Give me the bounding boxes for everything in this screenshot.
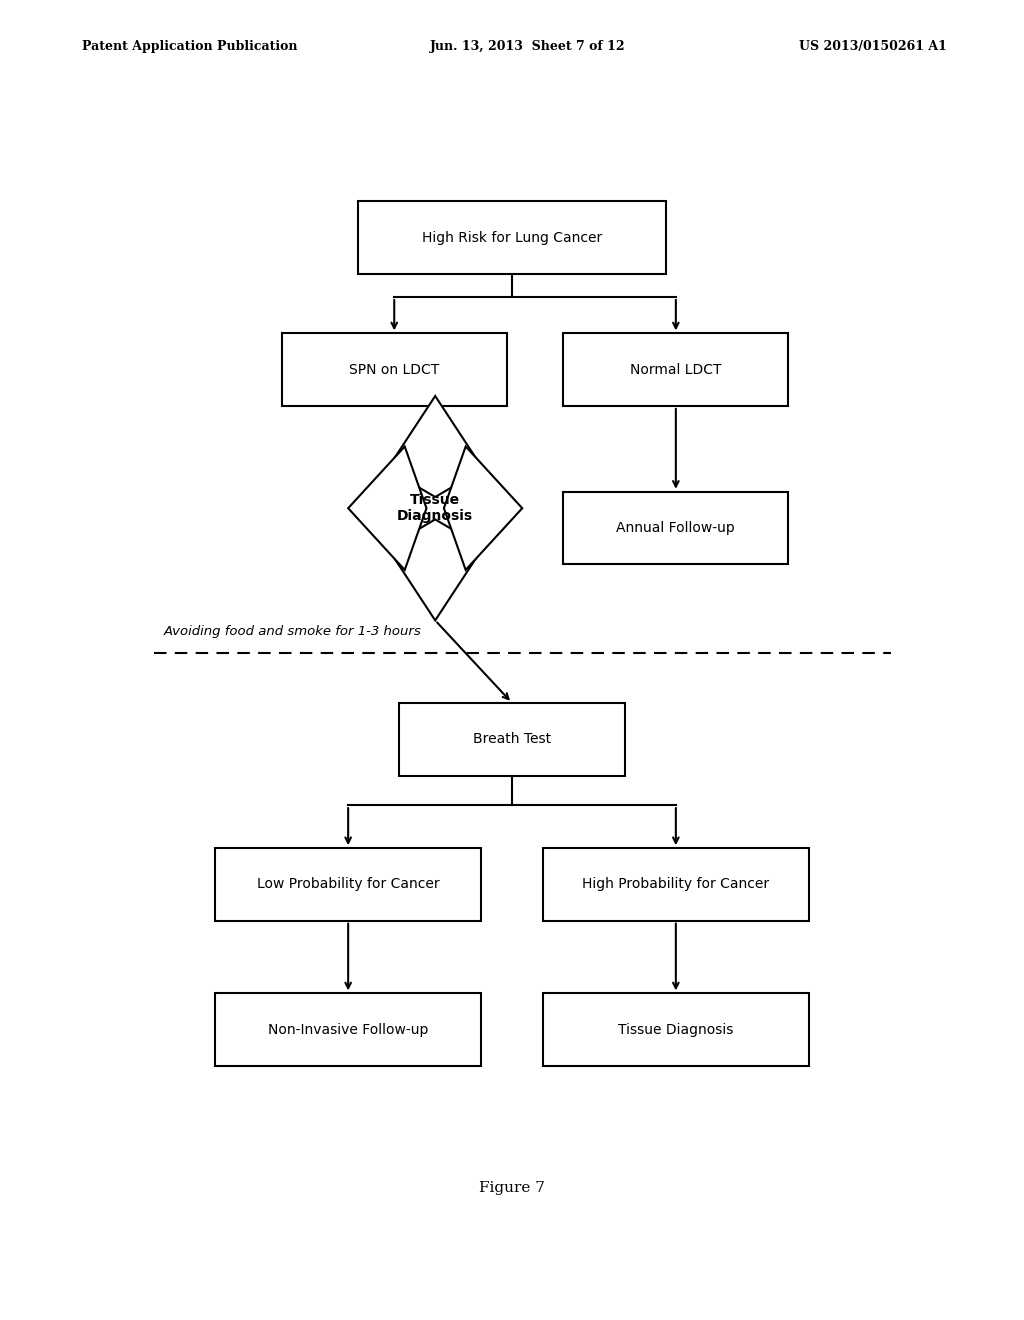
Text: SPN on LDCT: SPN on LDCT <box>349 363 439 376</box>
Text: Non-Invasive Follow-up: Non-Invasive Follow-up <box>268 1023 428 1036</box>
FancyBboxPatch shape <box>543 849 809 921</box>
Text: Figure 7: Figure 7 <box>479 1181 545 1195</box>
Text: Annual Follow-up: Annual Follow-up <box>616 521 735 535</box>
FancyBboxPatch shape <box>543 993 809 1067</box>
FancyBboxPatch shape <box>215 849 481 921</box>
Text: US 2013/0150261 A1: US 2013/0150261 A1 <box>799 40 946 53</box>
FancyBboxPatch shape <box>282 333 507 407</box>
Text: Normal LDCT: Normal LDCT <box>630 363 722 376</box>
Polygon shape <box>348 446 426 570</box>
FancyBboxPatch shape <box>563 333 788 407</box>
Text: Patent Application Publication: Patent Application Publication <box>82 40 297 53</box>
FancyBboxPatch shape <box>215 993 481 1067</box>
Text: High Risk for Lung Cancer: High Risk for Lung Cancer <box>422 231 602 244</box>
Polygon shape <box>444 446 522 570</box>
FancyBboxPatch shape <box>358 201 666 275</box>
FancyBboxPatch shape <box>399 704 625 776</box>
Polygon shape <box>387 396 483 498</box>
Text: Tissue Diagnosis: Tissue Diagnosis <box>618 1023 733 1036</box>
Text: Low Probability for Cancer: Low Probability for Cancer <box>257 878 439 891</box>
FancyBboxPatch shape <box>563 491 788 565</box>
Text: Tissue
Diagnosis: Tissue Diagnosis <box>397 494 473 523</box>
Text: Avoiding food and smoke for 1-3 hours: Avoiding food and smoke for 1-3 hours <box>164 624 422 638</box>
Text: High Probability for Cancer: High Probability for Cancer <box>583 878 769 891</box>
Polygon shape <box>387 519 483 620</box>
Text: Breath Test: Breath Test <box>473 733 551 746</box>
Text: Jun. 13, 2013  Sheet 7 of 12: Jun. 13, 2013 Sheet 7 of 12 <box>430 40 626 53</box>
